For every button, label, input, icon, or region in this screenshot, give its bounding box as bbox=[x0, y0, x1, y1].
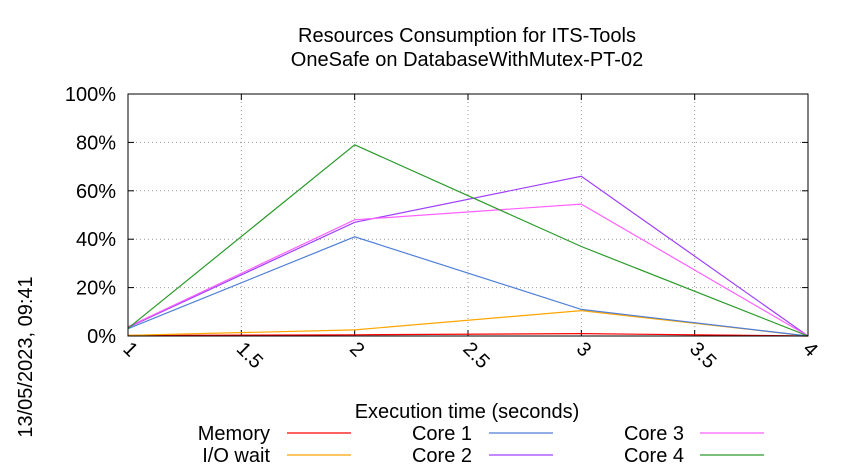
series-line-core-1 bbox=[127, 236, 809, 337]
y-tick-label: 20% bbox=[76, 278, 116, 300]
x-tick-label: 1.5 bbox=[232, 338, 267, 373]
legend-label-core-1: Core 1 bbox=[412, 423, 472, 445]
x-tick-label: 2 bbox=[345, 338, 368, 361]
legend-label-core-3: Core 3 bbox=[624, 423, 684, 445]
y-tick-label: 0% bbox=[87, 326, 116, 348]
series-line-core-2 bbox=[127, 175, 809, 337]
x-tick-label: 3.5 bbox=[685, 338, 720, 373]
plot-frame bbox=[127, 93, 809, 337]
y-tick-label: 80% bbox=[76, 132, 116, 154]
series-line-memory bbox=[127, 332, 809, 337]
y-axis-ticks: 0% 20% 40% 60% 80% 100% bbox=[65, 84, 808, 348]
chart-title: Resources Consumption for ITS-Tools bbox=[298, 25, 636, 47]
x-tick-label: 4 bbox=[798, 338, 821, 361]
legend-label-core-2: Core 2 bbox=[412, 445, 472, 467]
series-line-core-4 bbox=[127, 144, 809, 337]
x-tick-label: 2.5 bbox=[458, 338, 493, 373]
grid-lines bbox=[127, 93, 809, 337]
series-line-core-3 bbox=[127, 203, 809, 337]
chart-subtitle: OneSafe on DatabaseWithMutex-PT-02 bbox=[291, 49, 643, 71]
y-tick-label: 100% bbox=[65, 84, 116, 106]
y-tick-label: 60% bbox=[76, 181, 116, 203]
y-tick-label: 40% bbox=[76, 229, 116, 251]
legend-label-i-o-wait: I/O wait bbox=[202, 445, 270, 467]
x-axis-label: Execution time (seconds) bbox=[355, 401, 580, 423]
legend-label-core-4: Core 4 bbox=[624, 445, 684, 467]
x-axis-ticks: 1 1.5 2 2.5 3 3.5 4 bbox=[118, 94, 822, 373]
legend-label-memory: Memory bbox=[198, 423, 270, 445]
series-lines bbox=[127, 144, 809, 337]
x-tick-label: 1 bbox=[118, 338, 141, 361]
x-tick-label: 3 bbox=[572, 338, 595, 361]
timestamp-label: 13/05/2023, 09:41 bbox=[15, 276, 37, 437]
